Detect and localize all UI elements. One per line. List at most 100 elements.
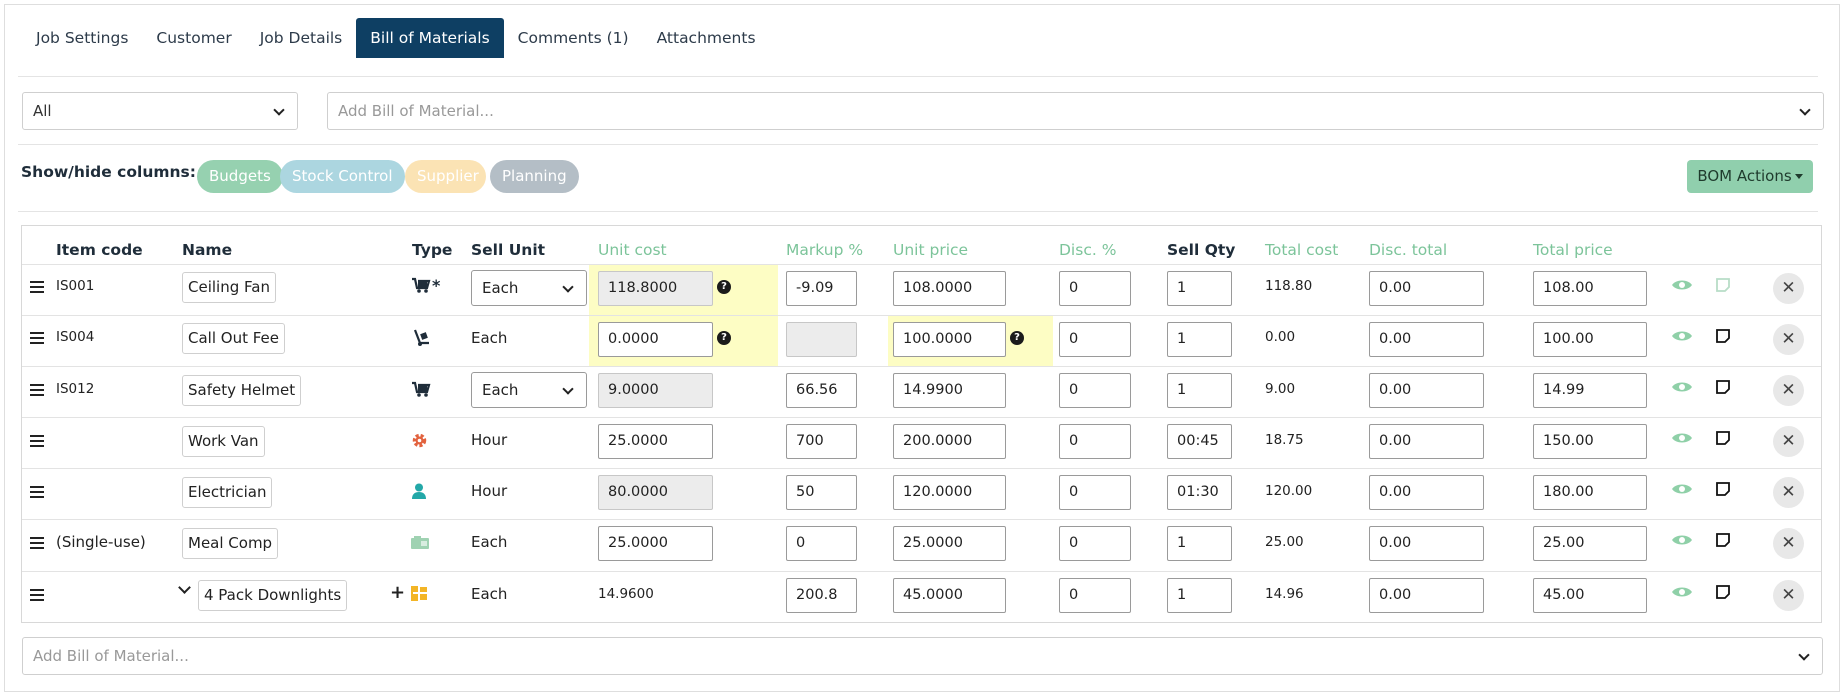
remove-row-button[interactable]: ✕	[1773, 528, 1804, 559]
note-icon[interactable]	[1715, 379, 1731, 395]
eye-icon[interactable]	[1671, 380, 1693, 394]
sell-unit-select[interactable]: Each	[471, 372, 587, 408]
markup-input[interactable]: 0	[786, 526, 857, 561]
add-bom-select-top[interactable]: Add Bill of Material...	[327, 92, 1824, 130]
tab-bill-of-materials[interactable]: Bill of Materials	[356, 18, 504, 58]
drag-handle-icon[interactable]	[30, 537, 44, 549]
total-price-input[interactable]: 108.00	[1533, 271, 1647, 306]
eye-icon[interactable]	[1671, 585, 1693, 599]
sell-qty-input[interactable]: 1	[1167, 271, 1232, 306]
unit-price-input[interactable]: 14.9900	[893, 373, 1006, 408]
bom-filter-select[interactable]: All	[22, 92, 298, 130]
total-price-input[interactable]: 100.00	[1533, 322, 1647, 357]
unit-price-input[interactable]: 120.0000	[893, 475, 1006, 510]
remove-row-button[interactable]: ✕	[1773, 426, 1804, 457]
disc-total-input[interactable]: 0.00	[1369, 475, 1484, 510]
total-price-input[interactable]: 180.00	[1533, 475, 1647, 510]
drag-handle-icon[interactable]	[30, 435, 44, 447]
eye-icon[interactable]	[1671, 278, 1693, 292]
help-icon[interactable]: ?	[717, 280, 731, 294]
unit-cost-input[interactable]: 25.0000	[598, 424, 713, 459]
markup-input[interactable]: -9.09	[786, 271, 857, 306]
unit-price-input[interactable]: 45.0000	[893, 578, 1006, 613]
sell-qty-input[interactable]: 00:45	[1167, 424, 1232, 459]
disc-input[interactable]: 0	[1059, 578, 1131, 613]
toggle-budgets-pill[interactable]: Budgets	[197, 160, 283, 193]
unit-price-input[interactable]: 100.0000	[893, 322, 1006, 357]
drag-handle-icon[interactable]	[30, 384, 44, 396]
tab-comments[interactable]: Comments (1)	[517, 29, 629, 47]
item-name-field[interactable]: Work Van	[182, 426, 265, 457]
remove-row-button[interactable]: ✕	[1773, 477, 1804, 508]
remove-row-button[interactable]: ✕	[1773, 324, 1804, 355]
item-name-field[interactable]: Electrician	[182, 477, 273, 508]
item-name-field[interactable]: Safety Helmet	[182, 375, 302, 406]
unit-cost-input[interactable]: 0.0000	[598, 322, 713, 357]
tab-job-settings[interactable]: Job Settings	[36, 29, 129, 47]
eye-icon[interactable]	[1671, 533, 1693, 547]
note-icon[interactable]	[1715, 532, 1731, 548]
disc-total-input[interactable]: 0.00	[1369, 424, 1484, 459]
disc-total-input[interactable]: 0.00	[1369, 322, 1484, 357]
disc-input[interactable]: 0	[1059, 373, 1131, 408]
sell-qty-input[interactable]: 1	[1167, 373, 1232, 408]
disc-input[interactable]: 0	[1059, 322, 1131, 357]
sell-qty-input[interactable]: 1	[1167, 526, 1232, 561]
help-icon[interactable]: ?	[717, 331, 731, 345]
bom-actions-button[interactable]: BOM Actions	[1687, 160, 1813, 193]
tab-customer[interactable]: Customer	[156, 29, 232, 47]
disc-input[interactable]: 0	[1059, 526, 1131, 561]
disc-input[interactable]: 0	[1059, 475, 1131, 510]
note-icon[interactable]	[1715, 481, 1731, 497]
item-name-field[interactable]: Meal Comp	[182, 528, 279, 559]
sell-unit-select[interactable]: Each	[471, 270, 587, 306]
add-bom-select-bottom[interactable]: Add Bill of Material...	[22, 637, 1823, 675]
remove-row-button[interactable]: ✕	[1773, 273, 1804, 304]
total-price-input[interactable]: 14.99	[1533, 373, 1647, 408]
markup-input[interactable]: 200.8	[786, 578, 857, 613]
disc-total-input[interactable]: 0.00	[1369, 578, 1484, 613]
gear-icon	[412, 433, 427, 448]
drag-handle-icon[interactable]	[30, 486, 44, 498]
item-name-field[interactable]: Call Out Fee	[182, 323, 285, 354]
sell-qty-input[interactable]: 01:30	[1167, 475, 1232, 510]
drag-handle-icon[interactable]	[30, 332, 44, 344]
toggle-supplier-pill[interactable]: Supplier	[405, 160, 486, 193]
help-icon[interactable]: ?	[1010, 331, 1024, 345]
disc-input[interactable]: 0	[1059, 271, 1131, 306]
item-name-field[interactable]: 4 Pack Downlights	[198, 580, 348, 611]
note-icon[interactable]	[1715, 328, 1731, 344]
eye-icon[interactable]	[1671, 329, 1693, 343]
sell-qty-input[interactable]: 1	[1167, 322, 1232, 357]
total-price-input[interactable]: 45.00	[1533, 578, 1647, 613]
drag-handle-icon[interactable]	[30, 589, 44, 601]
markup-input[interactable]: 50	[786, 475, 857, 510]
eye-icon[interactable]	[1671, 431, 1693, 445]
remove-row-button[interactable]: ✕	[1773, 375, 1804, 406]
tab-job-details[interactable]: Job Details	[259, 29, 343, 47]
disc-total-input[interactable]: 0.00	[1369, 373, 1484, 408]
unit-price-input[interactable]: 200.0000	[893, 424, 1006, 459]
unit-price-input[interactable]: 108.0000	[893, 271, 1006, 306]
unit-price-input[interactable]: 25.0000	[893, 526, 1006, 561]
add-component-icon[interactable]: +	[390, 582, 406, 603]
total-price-input[interactable]: 25.00	[1533, 526, 1647, 561]
note-icon[interactable]	[1715, 584, 1731, 600]
note-icon[interactable]	[1715, 430, 1731, 446]
total-price-input[interactable]: 150.00	[1533, 424, 1647, 459]
eye-icon[interactable]	[1671, 482, 1693, 496]
markup-input[interactable]: 66.56	[786, 373, 857, 408]
item-name-field[interactable]: Ceiling Fan	[182, 272, 276, 303]
toggle-stock-control-pill[interactable]: Stock Control	[280, 160, 405, 193]
disc-total-input[interactable]: 0.00	[1369, 526, 1484, 561]
sell-qty-input[interactable]: 1	[1167, 578, 1232, 613]
remove-row-button[interactable]: ✕	[1773, 580, 1804, 611]
disc-total-input[interactable]: 0.00	[1369, 271, 1484, 306]
unit-cost-input[interactable]: 25.0000	[598, 526, 713, 561]
disc-input[interactable]: 0	[1059, 424, 1131, 459]
note-icon[interactable]	[1715, 277, 1731, 293]
toggle-planning-pill[interactable]: Planning	[490, 160, 579, 193]
drag-handle-icon[interactable]	[30, 281, 44, 293]
markup-input[interactable]: 700	[786, 424, 857, 459]
tab-attachments[interactable]: Attachments	[656, 29, 756, 47]
